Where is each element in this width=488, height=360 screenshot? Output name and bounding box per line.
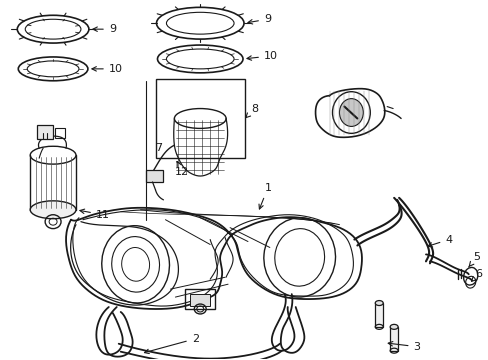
Bar <box>190 294 210 306</box>
Text: 3: 3 <box>387 342 420 352</box>
Text: 8: 8 <box>245 104 258 118</box>
Text: 6: 6 <box>470 269 481 281</box>
Bar <box>374 303 383 327</box>
Text: 7: 7 <box>155 143 163 153</box>
Text: 1: 1 <box>259 183 271 209</box>
Text: 5: 5 <box>468 252 479 267</box>
Ellipse shape <box>389 324 397 329</box>
Bar <box>55 129 65 138</box>
Ellipse shape <box>374 301 383 306</box>
Text: 10: 10 <box>246 51 277 61</box>
Text: 9: 9 <box>247 14 270 24</box>
Text: 9: 9 <box>93 24 116 34</box>
Text: 4: 4 <box>427 234 451 247</box>
Text: 10: 10 <box>92 64 122 74</box>
Bar <box>155 79 244 158</box>
Bar <box>37 125 53 139</box>
Text: 11: 11 <box>80 209 110 220</box>
Bar <box>389 327 397 351</box>
Text: 12: 12 <box>175 162 189 177</box>
Bar <box>145 170 163 182</box>
Ellipse shape <box>30 201 76 219</box>
Ellipse shape <box>339 99 363 126</box>
Bar <box>185 289 215 309</box>
Text: 2: 2 <box>144 334 199 354</box>
